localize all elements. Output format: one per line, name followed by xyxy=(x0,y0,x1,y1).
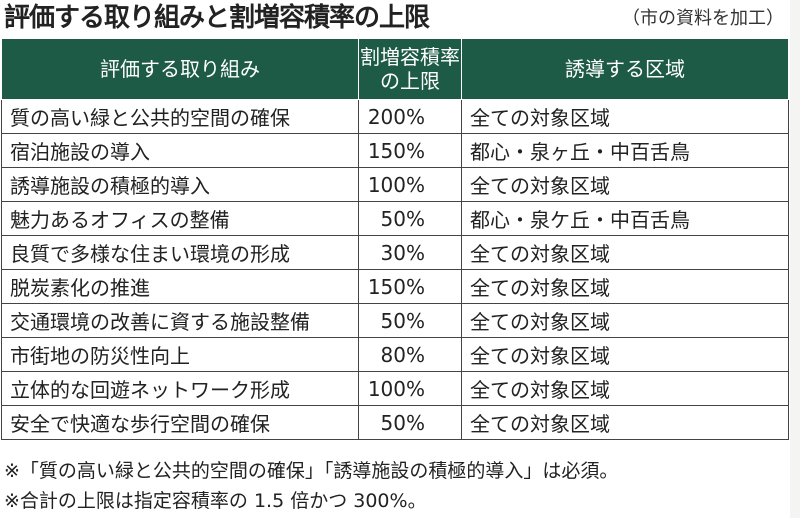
footnote-2: ※合計の上限は指定容積率の 1.5 倍かつ 300%。 xyxy=(4,490,427,512)
rate-cell: 50% xyxy=(358,201,462,236)
table-row: 誘導施設の積極的導入 100% 全ての対象区域 xyxy=(1,167,789,202)
district-cell: 全ての対象区域 xyxy=(461,269,789,304)
district-cell: 全ての対象区域 xyxy=(461,167,789,202)
district-cell: 全ての対象区域 xyxy=(461,303,789,338)
incentive-table: 評価する取り組み 割増容積率 の上限 誘導する区域 質の高い緑と公共的空間の確保 2… xyxy=(1,39,789,440)
table-row: 宿泊施設の導入 150% 都心・泉ヶ丘・中百舌鳥 xyxy=(1,133,789,168)
table-row: 質の高い緑と公共的空間の確保 200% 全ての対象区域 xyxy=(1,99,789,134)
header-rate-label: 割増容積率 の上限 xyxy=(360,45,460,93)
table-title: 評価する取り組みと割増容積率の上限 xyxy=(4,3,430,33)
initiative-cell: 誘導施設の積極的導入 xyxy=(1,167,359,202)
rate-cell: 150% xyxy=(358,269,462,304)
initiative-cell: 魅力あるオフィスの整備 xyxy=(1,201,359,236)
district-cell: 全ての対象区域 xyxy=(461,99,789,134)
district-cell: 全ての対象区域 xyxy=(461,337,789,372)
rate-cell: 50% xyxy=(358,405,462,440)
district-cell: 全ての対象区域 xyxy=(461,371,789,406)
header-initiative: 評価する取り組み xyxy=(1,39,359,100)
initiative-cell: 宿泊施設の導入 xyxy=(1,133,359,168)
table-row: 市街地の防災性向上 80% 全ての対象区域 xyxy=(1,337,789,372)
initiative-cell: 良質で多様な住まい環境の形成 xyxy=(1,235,359,270)
rate-cell: 30% xyxy=(358,235,462,270)
header-district: 誘導する区域 xyxy=(461,39,789,100)
source-note: （市の資料を加工） xyxy=(622,8,784,29)
table-row: 良質で多様な住まい環境の形成 30% 全ての対象区域 xyxy=(1,235,789,270)
footnote-1: ※「質の高い緑と公共的空間の確保」「誘導施設の積極的導入」は必須。 xyxy=(4,460,619,482)
table-row: 魅力あるオフィスの整備 50% 都心・泉ケ丘・中百舌鳥 xyxy=(1,201,789,236)
initiative-cell: 立体的な回遊ネットワーク形成 xyxy=(1,371,359,406)
initiative-cell: 交通環境の改善に資する施設整備 xyxy=(1,303,359,338)
header-row: 評価する取り組み 割増容積率 の上限 誘導する区域 xyxy=(1,39,789,100)
rate-cell: 80% xyxy=(358,337,462,372)
rate-cell: 50% xyxy=(358,303,462,338)
initiative-cell: 安全で快適な歩行空間の確保 xyxy=(1,405,359,440)
table-row: 安全で快適な歩行空間の確保 50% 全ての対象区域 xyxy=(1,405,789,440)
table-row: 脱炭素化の推進 150% 全ての対象区域 xyxy=(1,269,789,304)
initiative-cell: 脱炭素化の推進 xyxy=(1,269,359,304)
initiative-cell: 市街地の防災性向上 xyxy=(1,337,359,372)
rate-cell: 100% xyxy=(358,371,462,406)
header-rate: 割増容積率 の上限 xyxy=(358,39,462,100)
district-cell: 都心・泉ケ丘・中百舌鳥 xyxy=(461,201,789,236)
district-cell: 都心・泉ヶ丘・中百舌鳥 xyxy=(461,133,789,168)
district-cell: 全ての対象区域 xyxy=(461,235,789,270)
district-cell: 全ての対象区域 xyxy=(461,405,789,440)
rate-cell: 150% xyxy=(358,133,462,168)
table-row: 立体的な回遊ネットワーク形成 100% 全ての対象区域 xyxy=(1,371,789,406)
initiative-cell: 質の高い緑と公共的空間の確保 xyxy=(1,99,359,134)
rate-cell: 100% xyxy=(358,167,462,202)
rate-cell: 200% xyxy=(358,99,462,134)
table-row: 交通環境の改善に資する施設整備 50% 全ての対象区域 xyxy=(1,303,789,338)
